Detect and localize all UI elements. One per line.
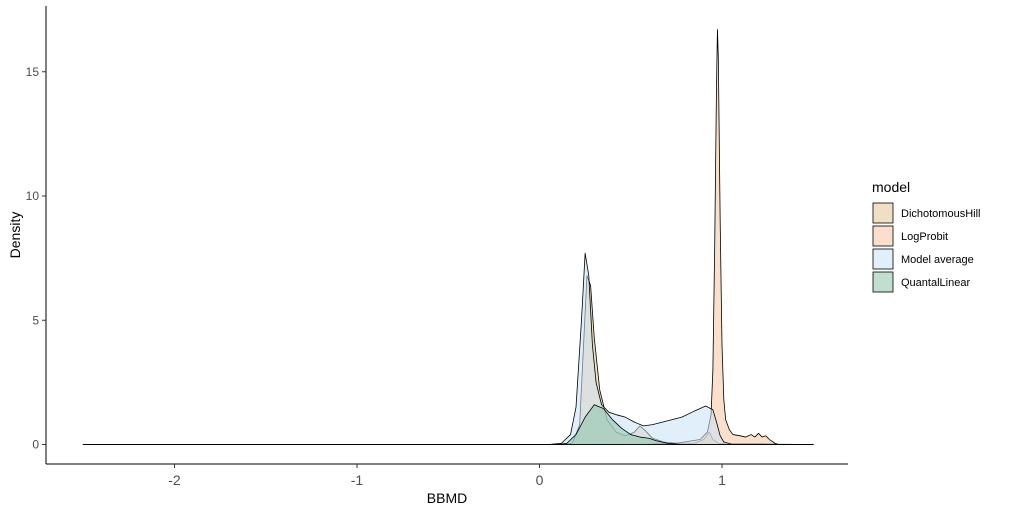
x-tick-label: 1 xyxy=(718,472,726,488)
legend-label-model-average: Model average xyxy=(901,254,974,266)
legend-title: model xyxy=(872,179,910,195)
density-area-quantallinear xyxy=(82,404,814,445)
legend-label-dichotomoushill: DichotomousHill xyxy=(901,208,980,220)
y-tick-label: 15 xyxy=(26,65,40,79)
density-area-model-average xyxy=(82,252,814,445)
x-tick-label: -1 xyxy=(351,472,364,488)
y-tick-label: 10 xyxy=(26,189,40,203)
plot-area xyxy=(82,29,814,445)
legend-label-quantallinear: QuantalLinear xyxy=(901,277,970,289)
legend-label-logprobit: LogProbit xyxy=(901,231,948,243)
x-ticks: -2 -1 0 1 xyxy=(168,464,726,488)
legend-key-logprobit xyxy=(872,225,894,247)
axes: -2 -1 0 1 0 5 10 15 BBMD Density xyxy=(7,6,848,506)
density-area-logprobit xyxy=(82,29,814,445)
y-ticks: 0 5 10 15 xyxy=(26,65,46,452)
legend-key-quantallinear xyxy=(872,271,894,293)
legend-key-dichotomoushill xyxy=(872,202,894,224)
y-tick-label: 5 xyxy=(32,313,39,327)
x-tick-label: 0 xyxy=(536,472,544,488)
y-tick-label: 0 xyxy=(32,438,39,452)
x-tick-label: -2 xyxy=(168,472,181,488)
x-axis-title: BBMD xyxy=(427,490,467,506)
legend: model DichotomousHill LogProbit Model aver… xyxy=(872,179,980,293)
legend-key-model-average xyxy=(872,248,894,270)
y-axis-title: Density xyxy=(7,212,23,259)
